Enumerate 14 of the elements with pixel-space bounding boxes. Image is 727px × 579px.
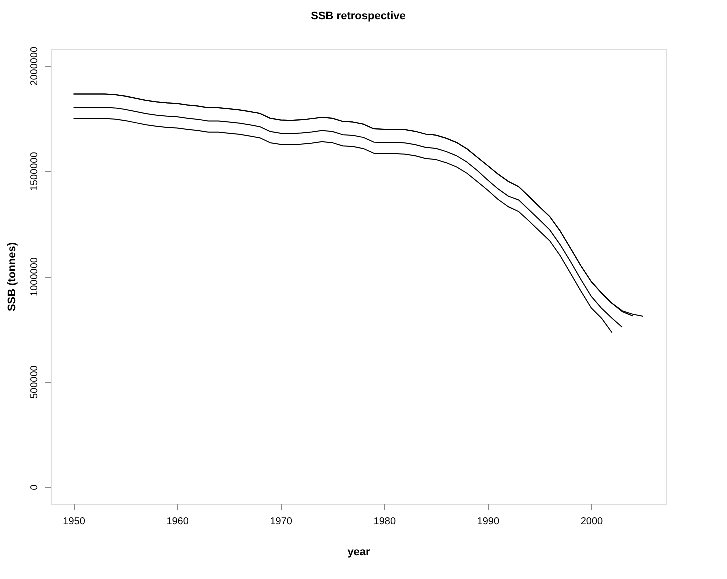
x-tick-label: 1950 [63, 516, 86, 528]
x-tick-label: 1960 [166, 516, 190, 528]
y-tick-label: 2000000 [30, 46, 40, 86]
x-tick-label: 1990 [477, 516, 500, 528]
x-tick-label: 2000 [580, 516, 604, 528]
x-axis-title: year [348, 546, 372, 558]
y-axis-title: SSB (tonnes) [6, 242, 18, 312]
y-tick-label: 0 [30, 484, 40, 490]
x-tick-label: 1970 [270, 516, 293, 528]
y-tick-label: 1000000 [30, 257, 40, 296]
y-tick-label: 1500000 [30, 152, 40, 192]
y-tick-label: 500000 [30, 365, 40, 400]
chart-title: SSB retrospective [311, 10, 406, 22]
x-tick-label: 1980 [374, 516, 396, 528]
